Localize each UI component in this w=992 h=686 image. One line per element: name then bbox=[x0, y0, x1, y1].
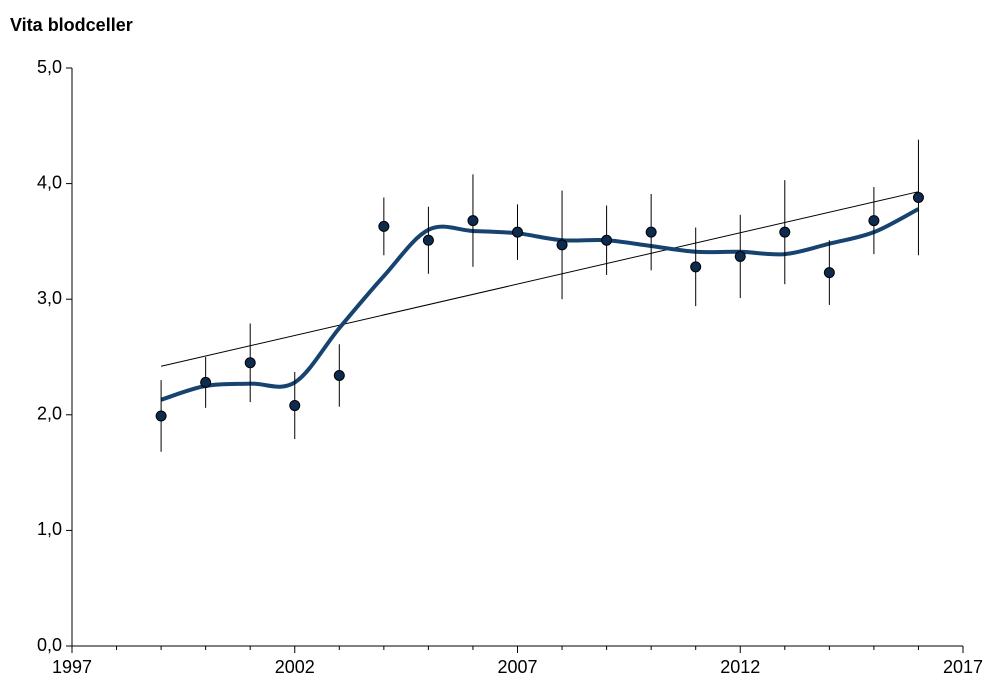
data-point bbox=[378, 220, 390, 232]
data-point bbox=[645, 226, 657, 238]
y-tick-label: 1,0 bbox=[37, 519, 62, 539]
data-point bbox=[155, 410, 167, 422]
data-point bbox=[868, 215, 880, 227]
data-point bbox=[422, 234, 434, 246]
y-tick-label: 0,0 bbox=[37, 635, 62, 655]
trend-line bbox=[160, 191, 919, 367]
x-tick-label: 2007 bbox=[497, 657, 537, 677]
data-point bbox=[779, 226, 791, 238]
x-tick-label: 2012 bbox=[720, 657, 760, 677]
x-tick-label: 1997 bbox=[52, 657, 92, 677]
data-point bbox=[467, 215, 479, 227]
data-point bbox=[912, 191, 924, 203]
y-tick-label: 5,0 bbox=[37, 57, 62, 77]
data-point bbox=[512, 226, 523, 238]
data-point bbox=[333, 369, 345, 381]
smooth-line bbox=[160, 207, 920, 402]
chart-title: Vita blodceller bbox=[10, 15, 133, 35]
x-tick-label: 2002 bbox=[275, 657, 315, 677]
data-point bbox=[556, 239, 568, 251]
data-point bbox=[244, 357, 256, 369]
data-point bbox=[690, 261, 702, 273]
data-point bbox=[200, 376, 212, 388]
x-tick-label: 2017 bbox=[943, 657, 983, 677]
y-tick-label: 4,0 bbox=[37, 172, 62, 192]
data-point bbox=[601, 234, 613, 246]
data-point bbox=[734, 250, 746, 262]
data-point bbox=[289, 400, 301, 412]
y-tick-label: 3,0 bbox=[37, 288, 62, 308]
data-point bbox=[823, 267, 835, 279]
y-tick-label: 2,0 bbox=[37, 404, 62, 424]
